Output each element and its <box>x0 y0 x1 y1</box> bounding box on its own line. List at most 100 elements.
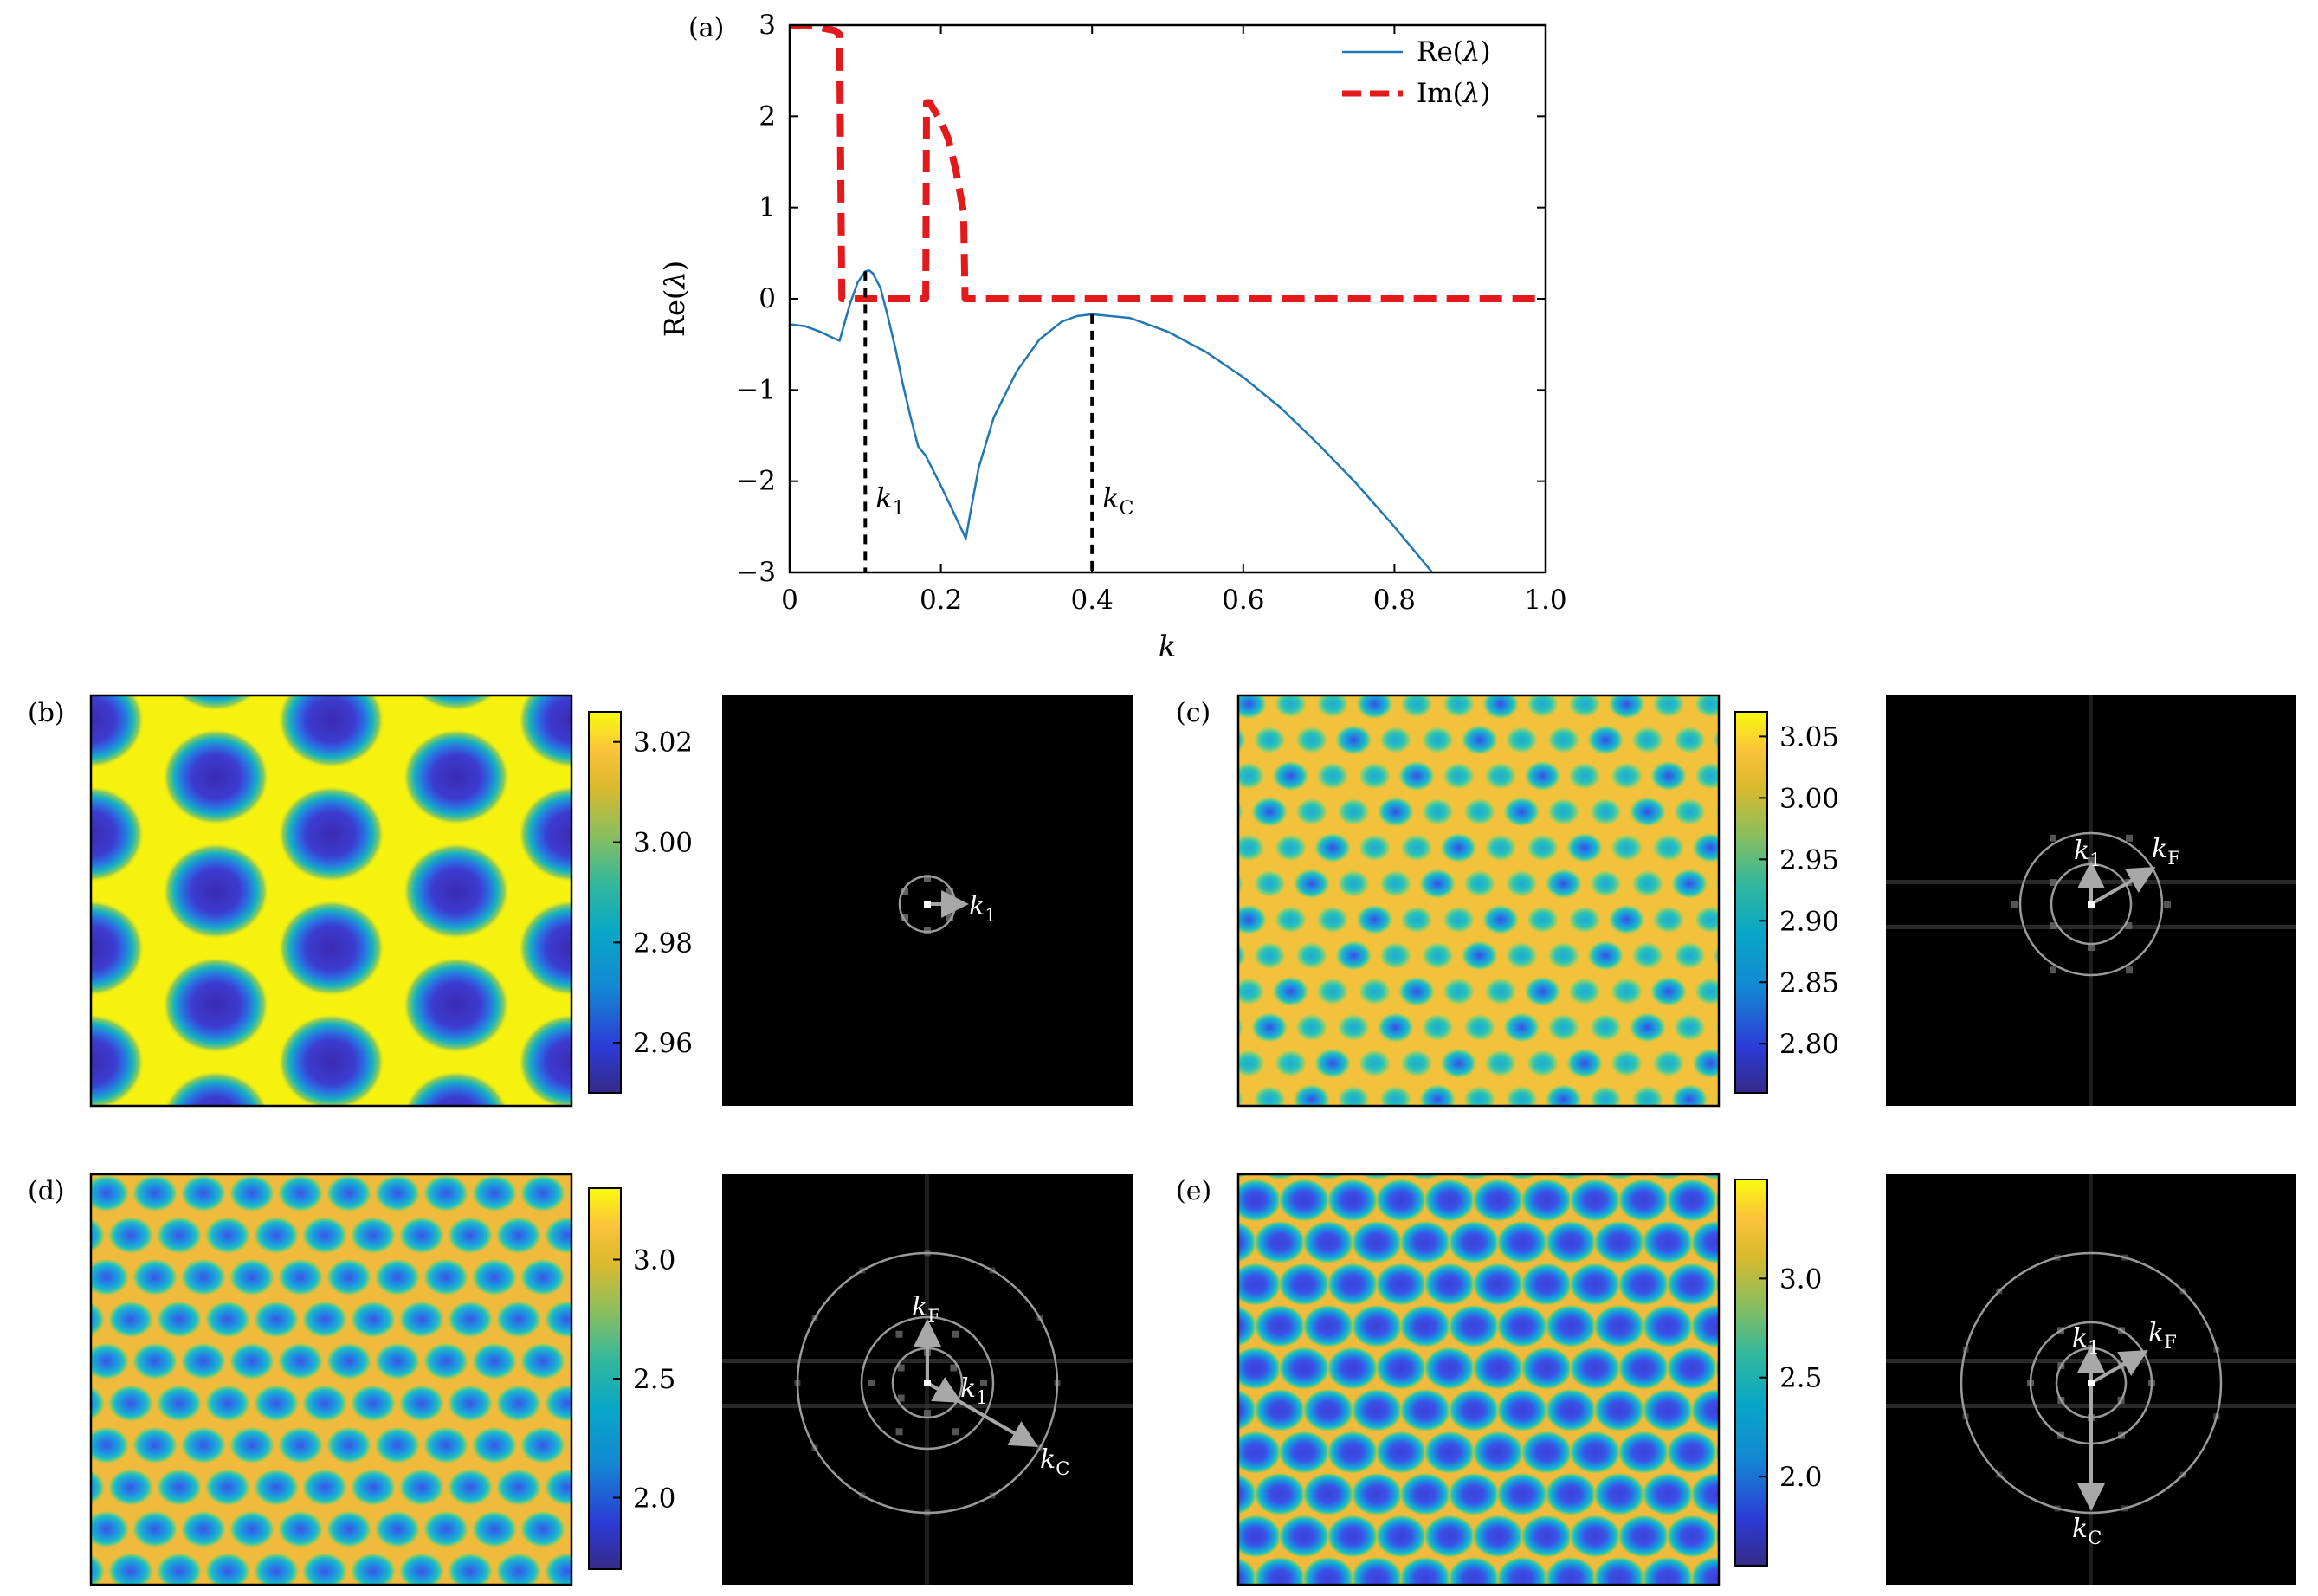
map-blob <box>277 1426 324 1464</box>
map-blob <box>1690 1220 1719 1264</box>
map-blob <box>1424 1431 1475 1474</box>
map-blob <box>398 1133 445 1171</box>
map-blob <box>1545 1304 1597 1348</box>
map-blob <box>1652 1121 1685 1149</box>
panel-a-line-chart: (a) 0 0.2 0.4 0.6 0.8 1.0 3 2 1 0 −1 −2 −3 k1 kC k Re… <box>658 10 1567 664</box>
map-blob <box>544 1216 571 1255</box>
map-blob <box>1375 1431 1427 1474</box>
map-blob <box>1694 695 1719 718</box>
map-blob <box>617 1426 663 1464</box>
map-blob <box>1442 762 1475 790</box>
map-blob <box>91 1554 106 1585</box>
map-blob <box>374 1258 421 1296</box>
map-blob <box>1523 976 1562 1007</box>
map-blob <box>1327 1431 1379 1474</box>
map-blob <box>1238 1557 1257 1585</box>
map-blob <box>447 1552 494 1585</box>
map-blob <box>1351 1304 1403 1348</box>
map-blob <box>37 558 145 655</box>
map-blob <box>1650 976 1688 1007</box>
colorbar-tick-label: 2.0 <box>633 1483 675 1515</box>
map-blob <box>278 558 385 655</box>
map-blob <box>253 1300 300 1339</box>
map-blob <box>1188 832 1226 863</box>
colorbar-tick-label: 2.5 <box>1779 1363 1822 1394</box>
map-blob <box>91 785 145 883</box>
map-blob <box>1238 834 1265 862</box>
map-blob <box>1274 1050 1308 1077</box>
map-blob <box>1521 1347 1572 1390</box>
map-blob <box>1617 1515 1669 1558</box>
map-blob <box>1566 832 1604 863</box>
map-blob <box>132 1426 178 1464</box>
map-blob <box>471 1258 518 1296</box>
colorbar-tick-label: 3.05 <box>1779 721 1839 753</box>
map-blob <box>592 1133 639 1171</box>
map-frame <box>89 1173 573 1586</box>
fft-peak <box>2126 966 2133 974</box>
map-blob <box>1593 1556 1645 1585</box>
panel-a-frame <box>788 23 1547 574</box>
map-blob <box>1630 869 1664 898</box>
map-blob <box>641 1553 688 1591</box>
map-frame <box>1236 1173 1721 1586</box>
map-blob <box>1442 906 1475 934</box>
map-blob <box>1496 1472 1548 1516</box>
map-blob <box>1630 941 1664 970</box>
map-blob <box>1191 1121 1224 1149</box>
map-blob <box>1502 1011 1541 1044</box>
fft-label-k1: k1 <box>2072 1323 2100 1358</box>
fft-arrow-kf <box>2090 867 2156 906</box>
fft-peak <box>901 888 909 895</box>
map-blob <box>1553 1174 1589 1180</box>
map-blob <box>1617 1347 1669 1390</box>
map-blob <box>1586 724 1625 756</box>
map-blob <box>107 1468 154 1507</box>
map-blob <box>1302 1388 1354 1432</box>
map-blob <box>1278 1263 1330 1306</box>
map-blob <box>1617 1179 1669 1222</box>
map-blob <box>1295 798 1328 826</box>
map-blob <box>423 1510 469 1548</box>
map-blob <box>1690 1304 1719 1348</box>
map-blob <box>91 1470 106 1505</box>
map-blob <box>1652 906 1685 934</box>
map-blob <box>1484 834 1517 862</box>
map-blob <box>520 1258 566 1296</box>
x-tick-label: 0.2 <box>920 585 962 616</box>
map-blob <box>1418 653 1456 684</box>
map-blob <box>416 695 496 712</box>
map-blob <box>1568 906 1601 934</box>
map-blob <box>107 1216 154 1255</box>
map-blob <box>1617 1431 1669 1474</box>
map-blob <box>1292 868 1331 900</box>
fft-center <box>2088 1380 2095 1386</box>
map-blob <box>301 1216 348 1255</box>
y-tick-label: −2 <box>736 466 776 497</box>
map-blob <box>1316 906 1349 934</box>
map-blob <box>229 1174 275 1212</box>
map-blob <box>1448 1472 1500 1516</box>
map-blob <box>91 1386 106 1421</box>
map-blob <box>1673 726 1707 754</box>
map-blob <box>156 1133 203 1171</box>
map-blob <box>1763 1179 1815 1222</box>
map-blob <box>91 1302 106 1337</box>
map-blob <box>162 842 270 940</box>
map-blob <box>1327 1179 1379 1222</box>
fft-peak <box>924 875 931 882</box>
map-blob <box>277 1013 385 1106</box>
fft-ring <box>860 1315 995 1451</box>
colorbar-tick-label: 3.00 <box>1779 783 1839 814</box>
map-blob <box>1399 1388 1451 1432</box>
map-blob <box>374 1426 421 1464</box>
map-blob <box>1484 762 1517 790</box>
colorbar-tick-label: 2.96 <box>633 1028 693 1059</box>
panel-e: (e) 3.0 2.5 2.0 k1 kF kC <box>1176 1173 2296 1586</box>
map-blob <box>1569 1179 1621 1222</box>
map-blob <box>1589 1013 1623 1042</box>
fft-label-k1: k1 <box>2074 836 2102 870</box>
colorbar-tick-label: 3.00 <box>633 828 693 859</box>
map-blob <box>1253 941 1287 970</box>
map-blob <box>641 1301 688 1339</box>
